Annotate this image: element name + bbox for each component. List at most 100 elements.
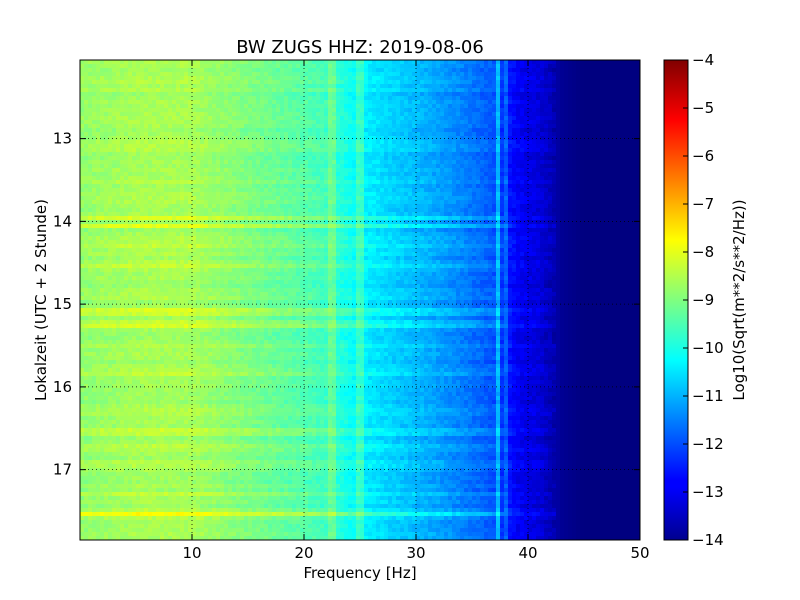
heatmap-cell bbox=[152, 104, 157, 109]
heatmap-cell bbox=[180, 108, 185, 113]
heatmap-cell bbox=[508, 160, 513, 165]
heatmap-cell bbox=[516, 128, 521, 133]
heatmap-cell bbox=[528, 132, 533, 137]
heatmap-cell bbox=[400, 84, 405, 89]
heatmap-cell bbox=[148, 164, 153, 169]
heatmap-cell bbox=[212, 108, 217, 113]
heatmap-cell bbox=[176, 116, 181, 121]
heatmap-cell bbox=[580, 184, 585, 189]
heatmap-cell bbox=[168, 88, 173, 93]
heatmap-cell bbox=[268, 172, 273, 177]
heatmap-cell bbox=[320, 176, 325, 181]
heatmap-cell bbox=[396, 116, 401, 121]
heatmap-cell bbox=[328, 184, 333, 189]
heatmap-cell bbox=[492, 76, 497, 81]
heatmap-cell bbox=[424, 128, 429, 133]
heatmap-cell bbox=[144, 128, 149, 133]
heatmap-cell bbox=[636, 156, 640, 161]
heatmap-cell bbox=[180, 96, 185, 101]
heatmap-cell bbox=[236, 100, 241, 105]
heatmap-cell bbox=[80, 116, 85, 121]
heatmap-cell bbox=[516, 112, 521, 117]
heatmap-cell bbox=[388, 96, 393, 101]
heatmap-cell bbox=[300, 96, 305, 101]
heatmap-cell bbox=[424, 160, 429, 165]
heatmap-cell bbox=[88, 100, 93, 105]
heatmap-cell bbox=[120, 140, 125, 145]
heatmap-cell bbox=[228, 128, 233, 133]
heatmap-cell bbox=[580, 116, 585, 121]
heatmap-cell bbox=[516, 148, 521, 153]
heatmap-cell bbox=[100, 100, 105, 105]
heatmap-cell bbox=[580, 176, 585, 181]
heatmap-cell bbox=[396, 148, 401, 153]
heatmap-cell bbox=[432, 80, 437, 85]
heatmap-cell bbox=[400, 104, 405, 109]
heatmap-cell bbox=[512, 188, 517, 193]
heatmap-cell bbox=[380, 84, 385, 89]
heatmap-cell bbox=[320, 84, 325, 89]
heatmap-cell bbox=[200, 120, 205, 125]
heatmap-cell bbox=[504, 148, 509, 153]
heatmap-cell bbox=[456, 64, 461, 69]
heatmap-cell bbox=[500, 136, 505, 141]
heatmap-cell bbox=[548, 72, 553, 77]
heatmap-cell bbox=[436, 196, 441, 201]
heatmap-cell bbox=[164, 84, 169, 89]
heatmap-cell bbox=[332, 196, 337, 201]
heatmap-cell bbox=[544, 180, 549, 185]
heatmap-cell bbox=[452, 88, 457, 93]
heatmap-cell bbox=[556, 152, 561, 157]
heatmap-cell bbox=[552, 152, 557, 157]
heatmap-cell bbox=[288, 120, 293, 125]
heatmap-cell bbox=[120, 100, 125, 105]
heatmap-cell bbox=[588, 124, 593, 129]
heatmap-cell bbox=[420, 196, 425, 201]
heatmap-cell bbox=[252, 64, 257, 69]
heatmap-cell bbox=[460, 164, 465, 169]
heatmap-cell bbox=[160, 116, 165, 121]
heatmap-cell bbox=[104, 96, 109, 101]
heatmap-cell bbox=[440, 188, 445, 193]
heatmap-cell bbox=[184, 140, 189, 145]
heatmap-cell bbox=[428, 124, 433, 129]
heatmap-cell bbox=[176, 160, 181, 165]
heatmap-cell bbox=[540, 176, 545, 181]
heatmap-cell bbox=[180, 172, 185, 177]
heatmap-cell bbox=[256, 168, 261, 173]
heatmap-cell bbox=[632, 180, 637, 185]
heatmap-cell bbox=[276, 72, 281, 77]
heatmap-cell bbox=[80, 68, 85, 73]
heatmap-cell bbox=[312, 104, 317, 109]
heatmap-cell bbox=[192, 140, 197, 145]
heatmap-cell bbox=[140, 164, 145, 169]
heatmap-cell bbox=[120, 132, 125, 137]
heatmap-cell bbox=[196, 180, 201, 185]
heatmap-cell bbox=[304, 60, 309, 65]
heatmap-cell bbox=[508, 184, 513, 189]
heatmap-cell bbox=[400, 200, 405, 205]
heatmap-cell bbox=[108, 60, 113, 65]
heatmap-cell bbox=[192, 88, 197, 93]
heatmap-cell bbox=[208, 200, 213, 205]
heatmap-cell bbox=[616, 196, 621, 201]
heatmap-cell bbox=[196, 132, 201, 137]
heatmap-cell bbox=[524, 96, 529, 101]
heatmap-cell bbox=[260, 140, 265, 145]
heatmap-cell bbox=[348, 148, 353, 153]
heatmap-cell bbox=[432, 60, 437, 65]
heatmap-cell bbox=[112, 160, 117, 165]
heatmap-cell bbox=[464, 72, 469, 77]
heatmap-cell bbox=[300, 180, 305, 185]
heatmap-cell bbox=[376, 196, 381, 201]
heatmap-cell bbox=[416, 64, 421, 69]
heatmap-cell bbox=[576, 100, 581, 105]
heatmap-cell bbox=[208, 180, 213, 185]
heatmap-cell bbox=[124, 196, 129, 201]
heatmap-cell bbox=[152, 112, 157, 117]
heatmap-cell bbox=[604, 60, 609, 65]
heatmap-cell bbox=[608, 196, 613, 201]
heatmap-cell bbox=[628, 176, 633, 181]
heatmap-cell bbox=[112, 100, 117, 105]
heatmap-cell bbox=[380, 112, 385, 117]
